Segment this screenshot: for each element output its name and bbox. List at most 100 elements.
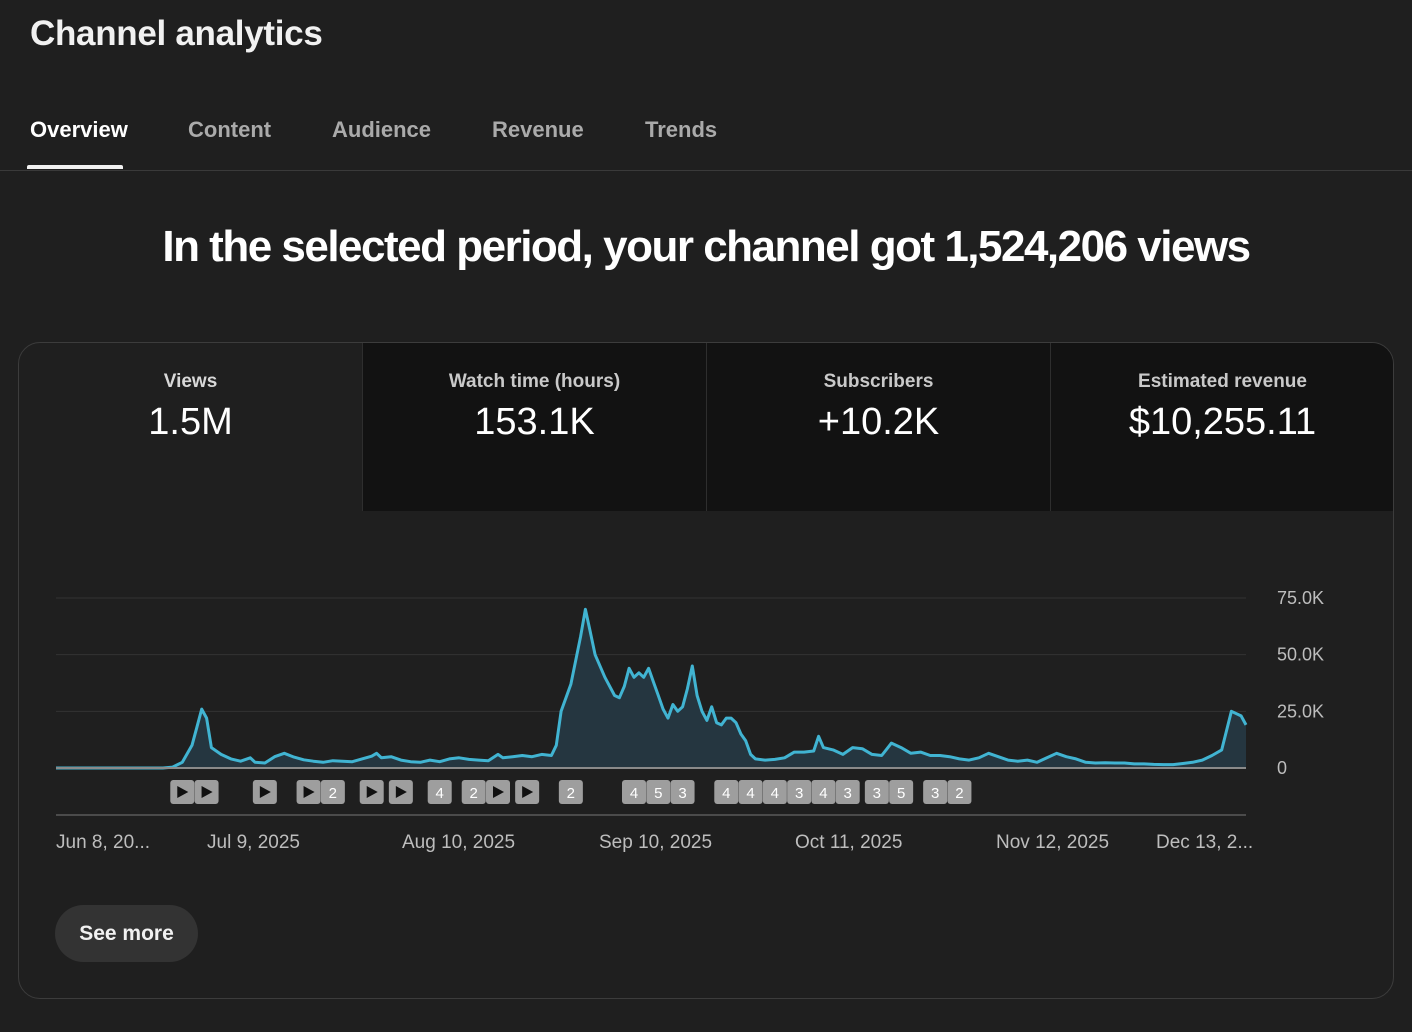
tab-trends[interactable]: Trends [645, 117, 718, 142]
marker-count: 4 [630, 785, 638, 802]
video-group-marker[interactable]: 3 [864, 780, 889, 804]
x-tick-label: Dec 13, 2... [1156, 832, 1253, 853]
video-group-marker[interactable]: 3 [923, 780, 948, 804]
marker-count: 3 [678, 785, 686, 802]
marker-count: 4 [722, 785, 730, 802]
metric-value: 1.5M [148, 401, 233, 443]
video-marker[interactable] [194, 780, 219, 804]
marker-box [427, 780, 452, 804]
marker-count: 5 [654, 785, 662, 802]
x-tick-label: Sep 10, 2025 [599, 832, 712, 853]
marker-box [558, 780, 583, 804]
video-marker[interactable] [252, 780, 277, 804]
play-icon [395, 786, 407, 798]
play-icon [303, 786, 315, 798]
video-group-marker[interactable]: 3 [787, 780, 812, 804]
video-group-marker[interactable]: 2 [461, 780, 486, 804]
marker-count: 2 [470, 785, 478, 802]
marker-count: 4 [771, 785, 779, 802]
metric-tab-views[interactable]: Views 1.5M [19, 343, 362, 511]
video-group-marker[interactable]: 3 [670, 780, 695, 804]
metric-tab-subscribers[interactable]: Subscribers +10.2K [707, 343, 1050, 511]
marker-count: 4 [746, 785, 754, 802]
x-tick-label: Jun 8, 20... [56, 832, 150, 853]
metric-tab-watch-time[interactable]: Watch time (hours) 153.1K [363, 343, 706, 511]
see-more-button[interactable]: See more [55, 905, 198, 962]
period-summary-headline: In the selected period, your channel got… [162, 222, 1251, 271]
play-icon [493, 786, 504, 798]
marker-count: 3 [795, 785, 803, 802]
play-icon [201, 786, 213, 798]
y-tick-label: 75.0K [1277, 588, 1324, 608]
metric-value: +10.2K [817, 401, 940, 443]
marker-box [835, 780, 860, 804]
tab-bar: Overview Content Audience Revenue Trends [0, 100, 1412, 171]
y-tick-label: 50.0K [1277, 645, 1324, 665]
tab-audience[interactable]: Audience [332, 117, 432, 142]
video-marker[interactable] [486, 780, 510, 804]
video-group-marker[interactable]: 4 [622, 780, 646, 804]
marker-box [646, 780, 671, 804]
views-line [56, 607, 1248, 770]
play-icon [177, 786, 189, 798]
video-marker[interactable] [515, 780, 540, 804]
marker-box [738, 780, 763, 804]
video-marker[interactable] [296, 780, 321, 804]
metric-divider [362, 343, 363, 511]
x-tick-label: Jul 9, 2025 [207, 832, 300, 853]
play-icon [366, 786, 378, 798]
video-group-marker[interactable]: 4 [811, 780, 836, 804]
marker-count: 3 [844, 785, 852, 802]
video-marker[interactable] [388, 780, 413, 804]
metric-value: 153.1K [474, 401, 595, 443]
views-area [56, 609, 1246, 768]
active-tab-indicator [27, 165, 123, 169]
play-icon [259, 786, 271, 798]
x-tick-label: Oct 11, 2025 [795, 832, 902, 853]
metric-divider [1050, 343, 1051, 511]
video-group-marker[interactable]: 2 [558, 780, 583, 804]
video-group-marker[interactable]: 5 [889, 780, 914, 804]
tab-content[interactable]: Content [188, 117, 272, 142]
video-group-marker[interactable]: 3 [835, 780, 860, 804]
marker-box [923, 780, 948, 804]
video-group-marker[interactable]: 4 [738, 780, 763, 804]
video-marker[interactable] [170, 780, 195, 804]
video-group-marker[interactable]: 2 [947, 780, 972, 804]
marker-box [889, 780, 914, 804]
metric-label: Subscribers [823, 371, 934, 392]
metric-tab-estimated-revenue[interactable]: Estimated revenue $10,255.11 [1051, 343, 1393, 511]
y-tick-label: 0 [1277, 758, 1287, 778]
marker-count: 2 [567, 785, 575, 802]
video-group-marker[interactable]: 4 [427, 780, 452, 804]
metric-label: Estimated revenue [1138, 371, 1307, 392]
tab-overview[interactable]: Overview [30, 117, 128, 142]
marker-box [947, 780, 972, 804]
video-group-marker[interactable]: 2 [320, 780, 345, 804]
metric-label: Views [163, 371, 218, 392]
video-marker[interactable] [359, 780, 384, 804]
marker-box [461, 780, 486, 804]
marker-count: 2 [955, 785, 963, 802]
marker-count: 2 [329, 785, 337, 802]
page-title: Channel analytics [30, 14, 323, 53]
marker-count: 3 [931, 785, 939, 802]
marker-box [762, 780, 787, 804]
marker-count: 5 [897, 785, 905, 802]
marker-count: 4 [436, 785, 444, 802]
marker-box [320, 780, 345, 804]
marker-count: 4 [819, 785, 827, 802]
video-group-marker[interactable]: 4 [762, 780, 787, 804]
marker-box [622, 780, 646, 804]
video-group-marker[interactable]: 4 [714, 780, 739, 804]
overview-card: Views 1.5M Watch time (hours) 153.1K Sub… [18, 342, 1394, 999]
metric-label: Watch time (hours) [448, 371, 621, 392]
marker-box [714, 780, 739, 804]
play-icon [522, 786, 534, 798]
metric-value: $10,255.11 [1128, 401, 1317, 443]
marker-box [787, 780, 812, 804]
tab-revenue[interactable]: Revenue [492, 117, 584, 142]
video-group-marker[interactable]: 5 [646, 780, 671, 804]
x-tick-label: Aug 10, 2025 [402, 832, 515, 853]
